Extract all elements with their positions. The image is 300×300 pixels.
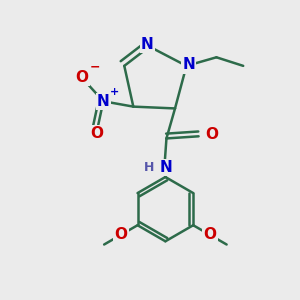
Text: N: N: [182, 57, 195, 72]
Text: H: H: [144, 161, 154, 174]
Text: O: O: [203, 227, 216, 242]
Text: O: O: [114, 227, 127, 242]
Text: +: +: [110, 87, 119, 97]
Text: −: −: [89, 61, 100, 74]
Text: O: O: [75, 70, 88, 85]
Text: O: O: [90, 126, 104, 141]
Text: O: O: [205, 127, 218, 142]
Text: N: N: [160, 160, 173, 175]
Text: N: N: [141, 37, 154, 52]
Text: N: N: [97, 94, 110, 109]
